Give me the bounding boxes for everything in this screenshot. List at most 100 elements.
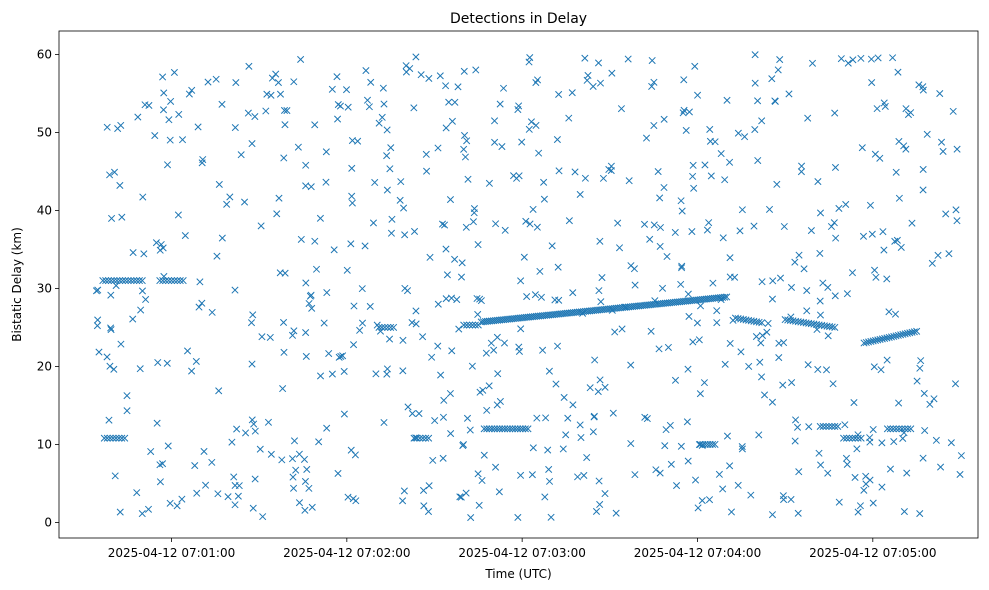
detection-point: [677, 280, 685, 288]
detection-point: [166, 136, 174, 144]
detection-point: [276, 269, 284, 277]
detection-point: [218, 234, 226, 242]
detection-point: [178, 136, 187, 144]
detection-point: [835, 498, 843, 506]
detection-point: [816, 249, 824, 257]
detection-point: [467, 514, 475, 522]
x-axis-title: Time (UTC): [484, 567, 551, 581]
detection-point: [218, 100, 226, 108]
detection-point: [738, 443, 746, 451]
detection-point: [176, 277, 184, 285]
detection-point: [693, 319, 701, 327]
detection-point: [689, 172, 697, 180]
detection-point: [95, 348, 103, 356]
detection-point: [362, 66, 370, 75]
detection-point: [179, 277, 187, 285]
detection-point: [228, 438, 236, 446]
detection-point: [599, 174, 608, 182]
detection-point: [116, 181, 124, 190]
detection-point: [559, 445, 567, 453]
detection-point: [804, 361, 812, 369]
detection-point: [515, 102, 523, 110]
detection-point: [336, 102, 344, 110]
detection-point: [94, 286, 102, 294]
detection-point: [878, 439, 886, 447]
detection-point: [671, 228, 679, 237]
detection-point: [311, 121, 319, 129]
detection-point: [144, 505, 153, 513]
detection-point: [576, 190, 584, 198]
detection-point: [468, 362, 476, 370]
detection-point: [419, 333, 427, 341]
detection-point: [275, 194, 283, 202]
detection-point: [419, 434, 427, 442]
detection-point: [514, 513, 522, 521]
detection-point: [399, 367, 407, 375]
detection-point: [302, 352, 310, 361]
detection-point: [824, 332, 832, 340]
detection-point: [529, 205, 537, 213]
detection-point: [953, 145, 961, 153]
detection-point: [231, 286, 239, 294]
detection-point: [763, 328, 771, 336]
detection-point: [661, 442, 669, 450]
detection-point: [540, 178, 548, 186]
detection-point: [860, 486, 868, 494]
x-axis-ticks: 2025-04-12 07:01:00 2025-04-12 07:02:00 20…: [108, 538, 937, 560]
detection-point: [805, 423, 813, 431]
detection-point: [900, 508, 908, 516]
detection-point: [117, 340, 125, 348]
detection-point: [322, 178, 330, 186]
y-tick-label: 50: [37, 125, 52, 139]
detection-point: [290, 484, 298, 492]
detection-point: [889, 54, 897, 62]
detection-point: [779, 381, 787, 389]
detection-point: [123, 392, 131, 400]
detection-point: [883, 425, 891, 433]
detection-point: [869, 337, 877, 345]
detection-point: [165, 116, 173, 124]
detection-point: [775, 354, 783, 362]
detection-point: [913, 377, 921, 385]
detection-point: [133, 489, 141, 497]
detection-point: [916, 510, 924, 518]
detection-point: [654, 168, 662, 176]
detection-point: [223, 200, 231, 208]
detection-point: [135, 277, 144, 285]
detection-point: [103, 123, 111, 131]
detection-point: [885, 333, 893, 341]
detection-point: [289, 473, 297, 481]
detection-point: [267, 450, 275, 458]
detection-point: [937, 138, 946, 146]
detection-point: [949, 107, 957, 115]
detection-point: [495, 488, 503, 496]
detection-point: [897, 331, 905, 339]
detection-point: [577, 433, 585, 442]
detection-point: [757, 373, 766, 381]
detection-point: [342, 86, 351, 94]
detection-point: [361, 242, 369, 250]
detection-point: [554, 263, 562, 271]
detection-point: [399, 336, 407, 344]
detection-point: [194, 123, 202, 131]
detection-point: [281, 121, 289, 129]
detection-point: [565, 114, 573, 122]
detection-point: [292, 466, 300, 474]
detection-point: [470, 209, 478, 217]
detection-point: [815, 449, 823, 457]
detection-point: [921, 426, 929, 435]
detection-point: [870, 363, 878, 371]
detection-point: [901, 330, 909, 338]
data-points: [92, 51, 965, 522]
detection-point: [413, 434, 421, 442]
detection-point: [163, 359, 171, 367]
detection-point: [825, 422, 833, 431]
detection-point: [403, 287, 412, 295]
detection-point: [110, 365, 118, 373]
detection-point: [347, 446, 355, 454]
detection-point: [93, 322, 101, 330]
detection-point: [881, 102, 889, 110]
detection-point: [350, 302, 358, 310]
detection-point: [581, 54, 589, 62]
detection-point: [594, 388, 602, 396]
